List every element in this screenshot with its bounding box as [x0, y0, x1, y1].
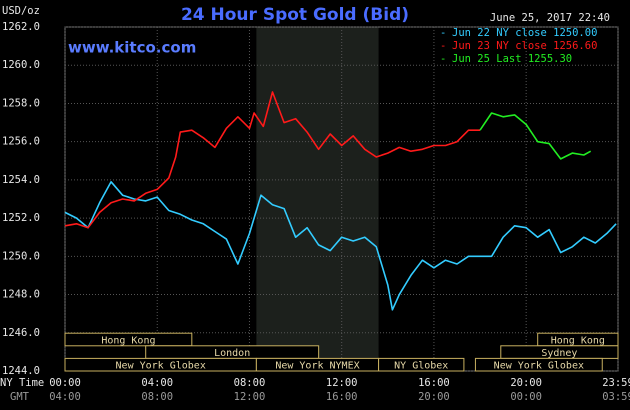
y-tick-label: 1252.0 — [2, 212, 40, 224]
legend-dash: - — [440, 53, 446, 65]
y-tick-label: 1248.0 — [2, 289, 40, 301]
x-tick-label: 12:00 — [326, 377, 358, 389]
y-tick-label: 1250.0 — [2, 250, 40, 262]
legend-dash: - — [440, 27, 446, 39]
legend-entry: Jun 25 Last 1255.30 — [452, 53, 572, 65]
y-unit: USD/oz — [2, 5, 40, 17]
x2-axis-label: GMT — [10, 391, 30, 403]
x-tick-label: 04:00 — [141, 377, 173, 389]
x2-tick-label: 00:00 — [510, 391, 542, 403]
x2-tick-label: 16:00 — [326, 391, 358, 403]
session-box — [474, 357, 603, 372]
price-line — [479, 112, 592, 160]
session-label: London — [214, 348, 250, 359]
x-tick-label: 08:00 — [234, 377, 266, 389]
x2-tick-label: 12:00 — [234, 391, 266, 403]
x2-tick-label: 20:00 — [418, 391, 450, 403]
legend-entry: Jun 23 NY close 1256.60 — [452, 40, 597, 52]
site-label: www.kitco.com — [68, 39, 196, 57]
highlight-band — [256, 27, 379, 371]
y-tick-label: 1256.0 — [2, 136, 40, 148]
session-label: New York NYMEX — [275, 361, 359, 372]
legend-dash: - — [440, 40, 446, 52]
session-label: New York Globex — [116, 361, 206, 372]
x2-tick-label: 08:00 — [141, 391, 173, 403]
session-box — [64, 332, 193, 347]
session-label: Hong Kong — [551, 336, 605, 347]
y-tick-label: 1254.0 — [2, 174, 40, 186]
x-tick-label: 16:00 — [418, 377, 450, 389]
legend-entry: Jun 22 NY close 1250.00 — [452, 27, 597, 39]
x2-tick-label: 03:59 — [602, 391, 630, 403]
x-tick-label: 00:00 — [49, 377, 81, 389]
session-label: NY Globex — [394, 361, 448, 372]
y-tick-label: 1262.0 — [2, 21, 40, 33]
session-label: Sydney — [541, 348, 577, 359]
x2-tick-label: 04:00 — [49, 391, 81, 403]
price-line — [64, 181, 617, 311]
y-tick-label: 1258.0 — [2, 97, 40, 109]
y-tick-label: 1260.0 — [2, 59, 40, 71]
y-tick-label: 1244.0 — [2, 365, 40, 377]
x-tick-label: 20:00 — [510, 377, 542, 389]
chart-title: 24 Hour Spot Gold (Bid) — [181, 5, 409, 25]
x-axis-label: NY Time — [0, 377, 44, 389]
timestamp: June 25, 2017 22:40 — [490, 12, 610, 24]
x-tick-label: 23:59 — [602, 377, 630, 389]
session-box — [378, 357, 465, 372]
session-label: Hong Kong — [101, 336, 155, 347]
session-label: New York Globex — [494, 361, 584, 372]
y-tick-label: 1246.0 — [2, 327, 40, 339]
price-line — [64, 91, 480, 229]
